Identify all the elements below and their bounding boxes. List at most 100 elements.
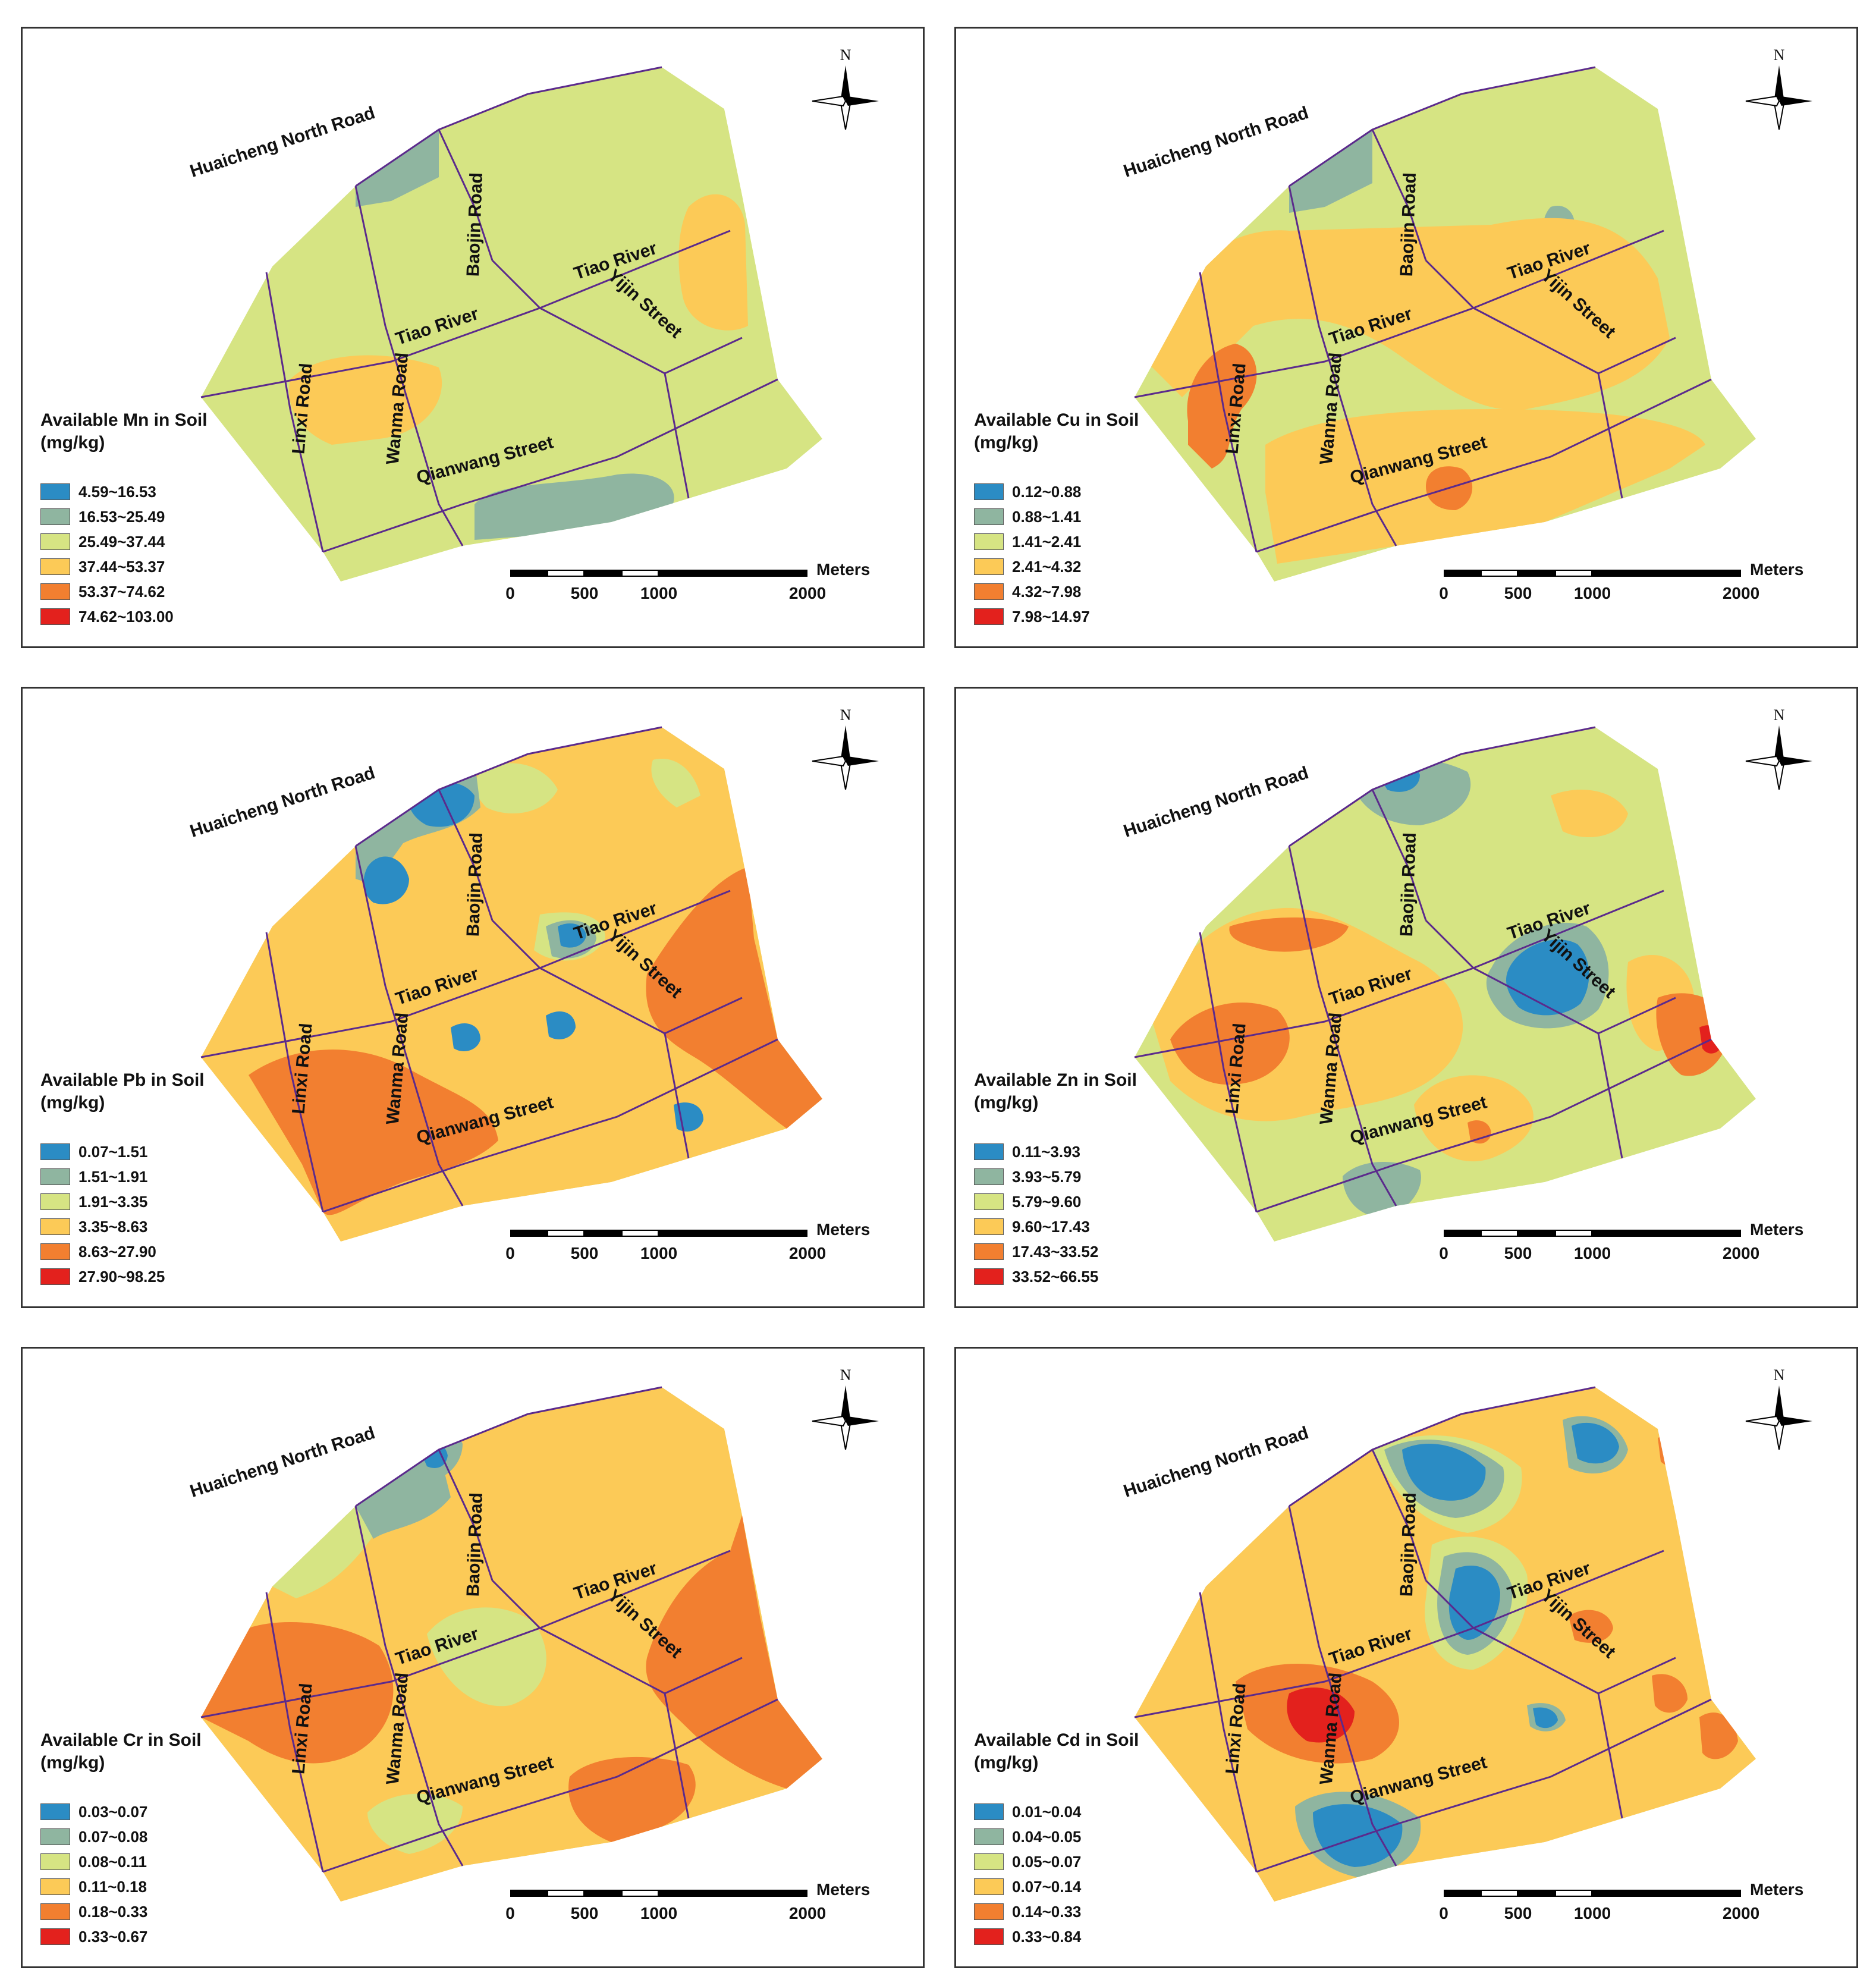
legend-item: 4.32~7.98 [974,579,1090,604]
legend-title: Available Zn in Soil (mg/kg) [974,1070,1137,1113]
legend-swatch [974,1903,1004,1920]
scale-tick-label: 2000 [788,584,827,602]
street-label-baojin: Baojin Road [463,832,486,937]
concentration-zone-3 [678,194,748,331]
concentration-zone-17 [1533,1707,1558,1729]
street-label-baojin: Baojin Road [463,1492,486,1597]
legend-item: 9.60~17.43 [974,1214,1098,1239]
scale-segment [547,570,585,577]
legend-title: Available Mn in Soil (mg/kg) [40,410,208,452]
road-linxi [1199,272,1258,552]
legend-swatch [40,1168,70,1185]
legend-item: 25.49~37.44 [40,529,174,554]
legend-swatch [40,1903,70,1920]
map-panel-mn: Huaicheng North Road Baojin Road Tiao Rive… [21,27,925,648]
legend-item: 37.44~53.37 [40,554,174,579]
legend-label: 0.07~1.51 [78,1142,148,1161]
concentration-zone-10 [1313,1804,1403,1867]
street-label-baojin: Baojin Road [1397,832,1420,937]
concentration-zone-8 [1448,1565,1500,1640]
north-arrow-icon: N [810,706,881,790]
concentration-zone-0 [356,130,439,207]
scale-segment [621,1890,659,1897]
scale-segment [659,1230,807,1237]
scale-tick-label: 2000 [1722,1244,1760,1262]
scale-segment [1444,1230,1481,1237]
scale-segment [1518,1230,1555,1237]
scale-unit: Meters [816,1220,871,1239]
street-label-baojin: Baojin Road [1397,172,1420,277]
scale-tick-label: 1000 [1573,1904,1611,1922]
road-linxi [265,272,324,552]
scale-segment [1555,1230,1592,1237]
map-panel-zn: Huaicheng North Road Baojin Road Tiao Rive… [954,687,1858,1308]
legend-label: 74.62~103.00 [78,607,174,626]
legend-item: 0.11~0.18 [40,1874,147,1899]
legend-item: 53.37~74.62 [40,579,174,604]
legend-swatch [974,1828,1004,1845]
concentration-zone-9 [568,1756,696,1842]
legend: 0.03~0.07 0.07~0.08 0.08~0.11 0.11~0.18 0.18… [40,1799,147,1949]
legend-swatch [974,608,1004,625]
street-label-huaicheng: Huaicheng North Road [1121,763,1311,841]
north-arrow-icon: N [1743,1366,1815,1450]
concentration-zone-2 [289,355,442,445]
legend-label: 0.11~3.93 [1012,1142,1080,1161]
scale-tick-label: 2000 [1722,1904,1760,1922]
legend-item: 0.08~0.11 [40,1849,147,1874]
legend-swatch [974,583,1004,600]
concentration-zone-10 [1229,917,1349,952]
scale-segment [547,1890,585,1897]
concentration-zone-3 [1402,1444,1486,1501]
concentration-zone-0 [1289,130,1372,213]
scale-segment [621,1230,659,1237]
legend-swatch [40,1928,70,1945]
road-huaicheng [1289,726,1596,847]
legend-item: 1.41~2.41 [974,529,1090,554]
legend-title: Available Cd in Soil (mg/kg) [974,1730,1139,1773]
legend: 4.59~16.53 16.53~25.49 25.49~37.44 37.44~53… [40,479,174,629]
legend-label: 4.59~16.53 [78,482,156,501]
road-wanma [1288,846,1397,1206]
road-baojin [438,789,494,921]
scale-segment [659,570,807,577]
road-tiao-river [1134,1550,1664,1718]
scale-tick-label: 500 [1504,1904,1532,1922]
legend-label: 0.01~0.04 [1012,1802,1082,1821]
north-arrow-icon: N [810,1366,881,1450]
concentration-zone-1 [1414,1075,1534,1162]
legend: 0.01~0.04 0.04~0.05 0.05~0.07 0.07~0.14 0.14… [974,1799,1081,1949]
street-label-baojin: Baojin Road [1397,1492,1420,1597]
scale-unit: Meters [1750,1220,1804,1239]
legend-label: 1.91~3.35 [78,1192,148,1211]
scale-segment [585,570,621,577]
street-label-huaicheng: Huaicheng North Road [187,1423,377,1501]
concentration-zone-7 [363,856,409,904]
road-wanma [354,186,464,546]
legend-item: 7.98~14.97 [974,604,1090,629]
legend-swatch [40,483,70,500]
road-baojin [438,129,494,261]
road-yijin [491,259,743,375]
road-east [664,1033,690,1159]
scale-segment [1555,1890,1592,1897]
legend-swatch [40,1193,70,1210]
road-tiao-river [200,1550,731,1718]
scale-tick-label: 2000 [788,1244,827,1262]
road-tiao-river [1134,890,1664,1058]
concentration-zone-13 [1569,1610,1613,1643]
legend-item: 0.07~0.14 [974,1874,1081,1899]
scale-segment [621,570,659,577]
scale-segment [585,1890,621,1897]
map-panel-cu: Huaicheng North Road Baojin Road Tiao Rive… [954,27,1858,648]
road-baojin [438,1449,494,1581]
scale-segment [1518,1890,1555,1897]
scale-bar: Meters 0 500 1000 2000 [505,560,870,611]
legend-label: 7.98~14.97 [1012,607,1090,626]
legend-item: 3.93~5.79 [974,1164,1098,1189]
legend-label: 0.07~0.14 [1012,1877,1082,1896]
map-panel-pb: Huaicheng North Road Baojin Road Tiao Rive… [21,687,925,1308]
scale-segment [510,570,547,577]
